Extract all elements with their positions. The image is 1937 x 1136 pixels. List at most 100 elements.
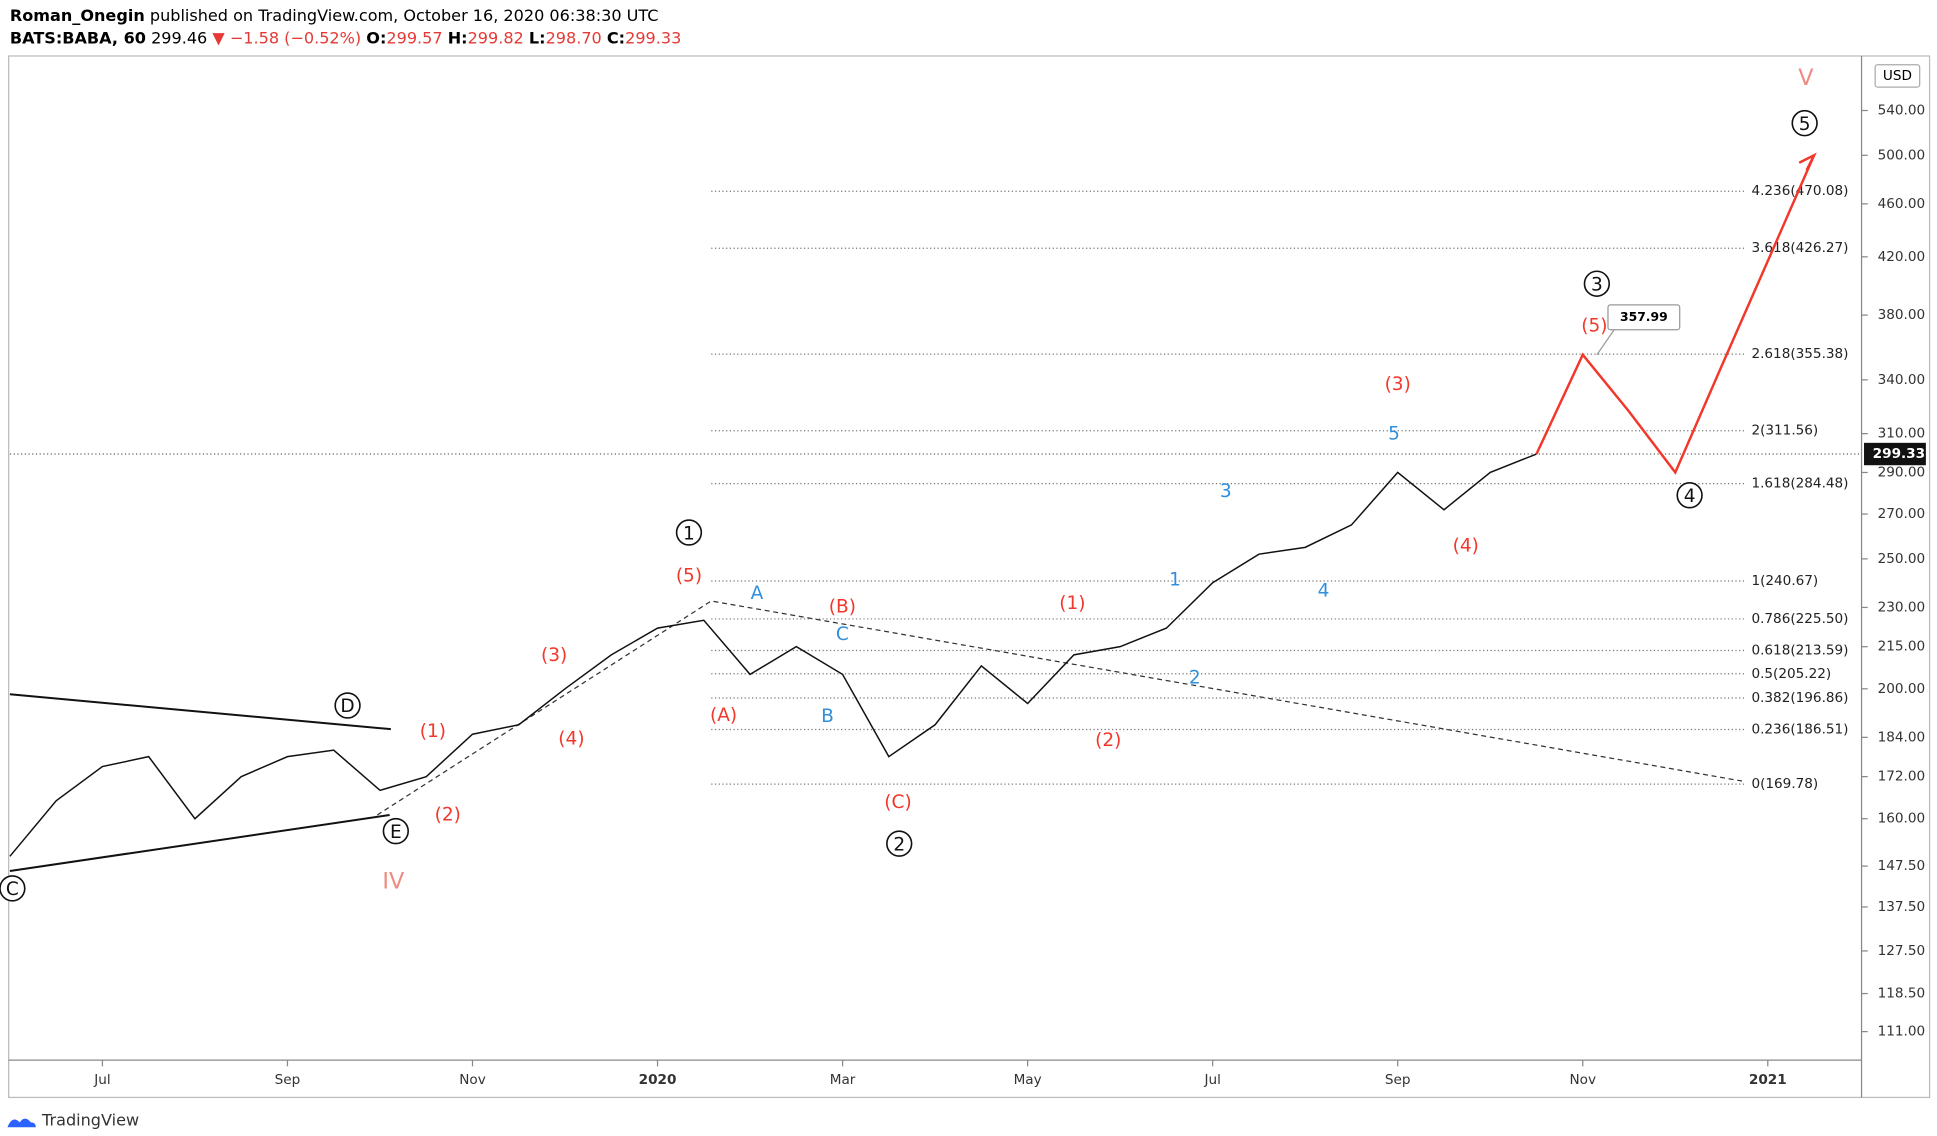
x-tick-label: 2021 — [1749, 1072, 1787, 1088]
wave-circle — [0, 875, 26, 902]
wave-label-red: (4) — [558, 729, 584, 750]
wave-label-blue: C — [836, 624, 849, 645]
callout-box — [1607, 304, 1681, 331]
last-price-tag — [1864, 442, 1926, 466]
wave-label-blue: 5 — [1388, 424, 1400, 445]
fib-label: 2(311.56) — [1751, 423, 1818, 439]
ohlc-key: L: — [529, 28, 546, 47]
triangle-line — [9, 813, 390, 872]
wave-label-circled: C — [6, 879, 19, 900]
x-tick-label: May — [1014, 1072, 1042, 1088]
x-tick-label: Sep — [275, 1072, 301, 1088]
symbol: BATS:BABA, 60 — [10, 28, 146, 47]
wave-label-pink: V — [1798, 65, 1814, 91]
price-line — [9, 453, 1537, 857]
fib-label: 2.618(355.38) — [1751, 346, 1848, 362]
y-tick-label: 290.00 — [1878, 464, 1926, 480]
x-tick-label: Jul — [1203, 1072, 1220, 1088]
wave-circle — [382, 817, 409, 845]
fib-label: 0(169.78) — [1751, 776, 1818, 792]
wave-label-red: (C) — [884, 792, 911, 813]
wave-label-circled: D — [340, 696, 354, 717]
ohlc-key: O: — [366, 28, 386, 47]
y-tick-label: 540.00 — [1878, 102, 1926, 118]
y-tick-label: 200.00 — [1878, 681, 1926, 697]
projection-line — [1535, 154, 1816, 475]
wave-label-red: (3) — [541, 645, 567, 666]
currency: USD — [1883, 68, 1912, 84]
x-tick-label: Nov — [1569, 1072, 1596, 1088]
fib-label: 0.5(205.22) — [1751, 666, 1831, 682]
wave-label-red: (4) — [1453, 536, 1479, 557]
x-tick-label: Sep — [1385, 1072, 1411, 1088]
wave-circle — [675, 519, 703, 546]
trend-line — [376, 600, 1745, 816]
wave-label-red: (2) — [435, 804, 461, 825]
callout-label: 357.99 — [1620, 309, 1668, 324]
y-tick-label: 230.00 — [1878, 599, 1926, 615]
wave-label-blue: A — [751, 583, 764, 604]
y-tick-label: 340.00 — [1878, 372, 1926, 388]
wave-label-red: (1) — [1059, 593, 1085, 614]
y-tick-label: 250.00 — [1878, 551, 1926, 567]
y-tick-label: 160.00 — [1878, 811, 1926, 827]
y-tick-label: 310.00 — [1878, 426, 1926, 442]
fib-label: 0.382(196.86) — [1751, 690, 1848, 706]
wave-label-red: (1) — [420, 721, 446, 742]
wave-label-blue: B — [821, 706, 834, 727]
fib-label: 0.786(225.50) — [1751, 611, 1848, 627]
y-tick-label: 460.00 — [1878, 196, 1926, 212]
y-tick-label: 380.00 — [1878, 307, 1926, 323]
y-tick-label: 111.00 — [1878, 1024, 1926, 1040]
y-tick-label: 215.00 — [1878, 639, 1926, 655]
price: 299.46 — [151, 28, 207, 47]
header-line-2: BATS:BABA, 60 299.46 ▼ −1.58 (−0.52%) O:… — [10, 28, 681, 47]
y-tick-label: 118.50 — [1878, 986, 1926, 1002]
ohlc-value: 298.70 — [546, 28, 602, 47]
fib-label: 1(240.67) — [1751, 573, 1818, 589]
wave-label-red: (5) — [676, 566, 702, 587]
x-tick-label: Jul — [93, 1072, 110, 1088]
ohlc-value: 299.57 — [386, 28, 442, 47]
ohlc-value: 299.82 — [468, 28, 524, 47]
wave-label-red: (3) — [1385, 374, 1411, 395]
currency-box — [1874, 64, 1921, 88]
wave-label-blue: 2 — [1189, 668, 1201, 689]
y-tick-label: 270.00 — [1878, 506, 1926, 522]
logo-icon — [7, 1118, 36, 1128]
wave-label-blue: 1 — [1169, 569, 1181, 590]
wave-circle — [334, 692, 361, 719]
y-tick-label: 137.50 — [1878, 899, 1926, 915]
wave-circle — [1791, 109, 1818, 137]
wave-label-red: (A) — [710, 705, 737, 726]
wave-label-circled: E — [390, 822, 402, 843]
fib-label: 0.618(213.59) — [1751, 643, 1848, 659]
wave-label-circled: 2 — [893, 834, 905, 855]
wave-label-blue: 4 — [1318, 580, 1330, 601]
wave-circle — [1583, 270, 1611, 297]
fib-label: 1.618(284.48) — [1751, 476, 1848, 492]
brand: TradingView — [41, 1111, 139, 1130]
triangle-line — [9, 693, 391, 731]
y-tick-label: 172.00 — [1878, 769, 1926, 785]
change: ▼ −1.58 (−0.52%) — [212, 28, 361, 47]
wave-circle — [886, 830, 913, 857]
wave-label-circled: 3 — [1591, 274, 1603, 295]
arrow-head — [1798, 152, 1817, 171]
last-price-label: 299.33 — [1873, 446, 1925, 462]
ohlc-key: H: — [448, 28, 468, 47]
fib-label: 0.236(186.51) — [1751, 721, 1848, 737]
author: Roman_Onegin — [10, 6, 145, 25]
wave-label-red: (2) — [1095, 730, 1121, 751]
x-tick-label: 2020 — [639, 1072, 677, 1088]
wave-label-circled: 4 — [1684, 486, 1696, 507]
fib-label: 3.618(426.27) — [1751, 240, 1848, 256]
header-line-1: Roman_Onegin published on TradingView.co… — [10, 6, 659, 25]
x-tick-label: Nov — [459, 1072, 486, 1088]
fib-label: 4.236(470.08) — [1751, 183, 1848, 199]
wave-label-circled: 1 — [683, 523, 695, 544]
y-tick-label: 127.50 — [1878, 943, 1926, 959]
ohlc-key: C: — [607, 28, 625, 47]
